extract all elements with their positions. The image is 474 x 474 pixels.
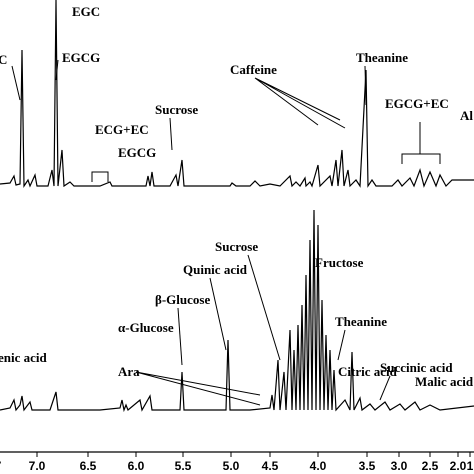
peak-label: Theanine [356,50,408,65]
x-tick-label: 7.0 [29,459,46,473]
pointer [169,117,173,151]
x-tick-label: 6.0 [128,459,145,473]
pointer [364,65,367,106]
x-tick-label: 5.5 [175,459,192,473]
pointer [209,277,227,351]
peak-label: Al [460,108,473,123]
pointer [11,65,21,101]
peak-label: EGC [72,4,100,19]
peak-label: EGCG [118,145,156,160]
x-ticks: 7 7.0 6.5 6.0 5.5 5.0 4.5 4.0 3.5 3.0 2.5 2.01 [0,452,474,473]
peak-label: Quinic acid [183,262,248,277]
pointer [254,77,346,129]
x-tick-label: 3.0 [391,459,408,473]
bracket [91,171,109,182]
x-tick-label: 2.0 [450,459,467,473]
peak-label: C [0,52,7,67]
peak-label: Ara [118,364,140,379]
pointer [55,59,59,81]
peak-label: Caffeine [230,62,277,77]
pointer [247,254,281,361]
x-tick-label: 6.5 [80,459,97,473]
annotations: EGC C EGCG ECG+EC EGCG Sucrose Caffeine Theanin… [0,4,474,389]
peak-label: EGCG [62,50,100,65]
peak-label: Fructose [315,255,364,270]
peak-label: α-Glucose [118,320,174,335]
peak-label: EGCG+EC [385,96,449,111]
x-tick-label: 5.0 [223,459,240,473]
peak-label: Sucrose [155,102,198,117]
pointer [177,307,183,366]
peak-label: ECG+EC [95,122,149,137]
peak-label: β-Glucose [155,292,210,307]
peak-label: Citric acid [338,364,398,379]
pointer [135,371,261,406]
peak-label: Theanine [335,314,387,329]
pointer [337,329,346,361]
x-tick-label: 2.5 [422,459,439,473]
x-tick-label: 4.0 [310,459,327,473]
x-tick-label: 4.5 [262,459,279,473]
x-tick-label: 7 [0,459,2,473]
pointers [11,59,441,406]
peak-label: Succinic acid [380,360,453,375]
x-tick-label: 3.5 [359,459,376,473]
pointer [379,375,391,401]
top-spectrum [0,0,474,188]
peak-label: enic acid [0,350,48,365]
peak-label: Malic acid [415,374,474,389]
bracket [401,122,441,164]
x-tick-label: 1 [467,459,474,473]
peak-label: Sucrose [215,239,258,254]
bottom-spectrum [0,209,474,413]
